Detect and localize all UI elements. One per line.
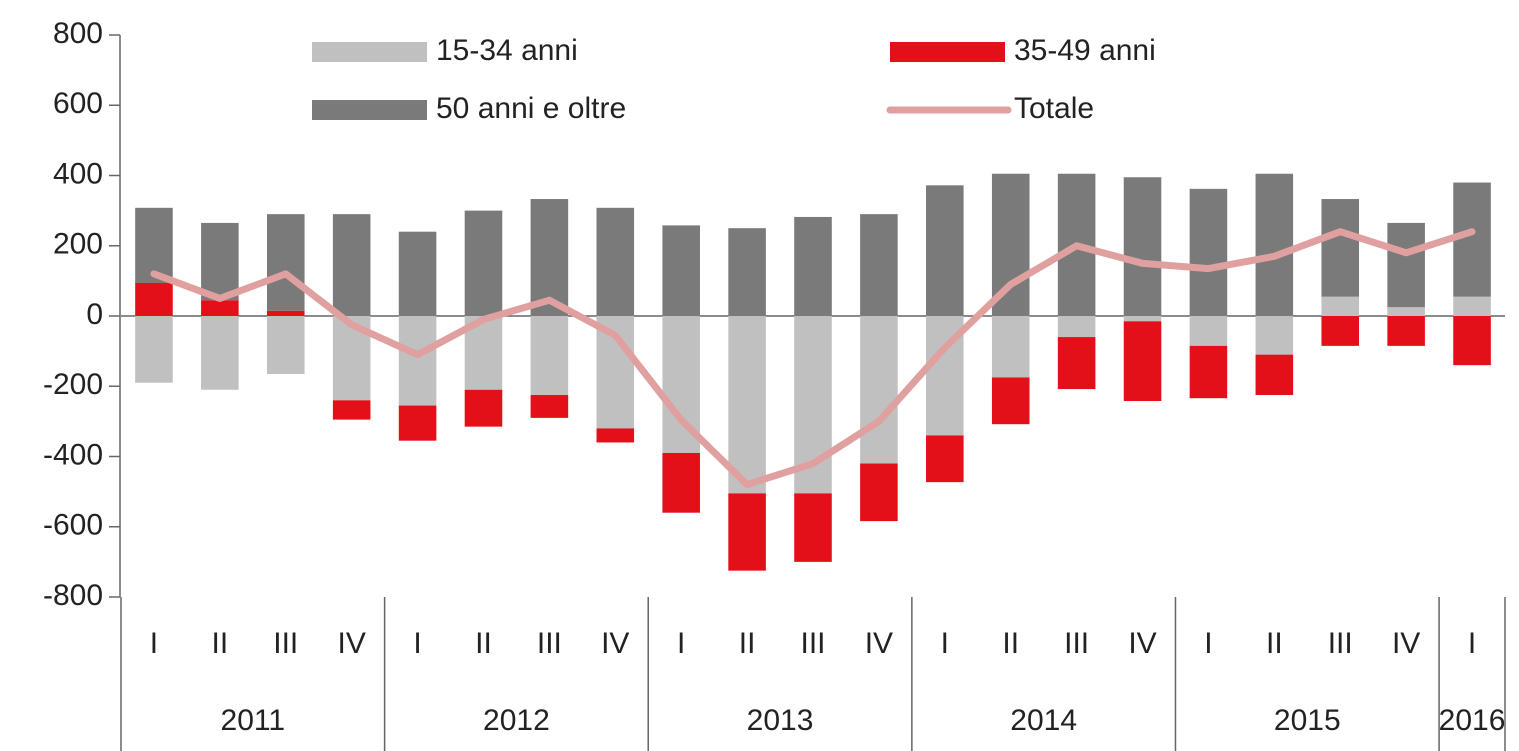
bar <box>991 377 1030 425</box>
bar <box>201 222 239 301</box>
x-tick-label: I <box>941 627 949 660</box>
x-tick-label: III <box>1328 627 1353 660</box>
bar <box>662 452 700 513</box>
x-tick-label: II <box>212 627 229 660</box>
bar <box>926 185 964 316</box>
bar <box>1453 296 1491 316</box>
bar <box>596 428 635 443</box>
bar <box>860 316 898 464</box>
bar <box>1189 188 1228 316</box>
bar <box>530 316 569 396</box>
bar <box>728 316 766 494</box>
x-tick-label: I <box>1468 627 1476 660</box>
bar <box>332 400 371 420</box>
y-tick-label: 400 <box>53 157 103 190</box>
bar <box>398 405 437 441</box>
bar <box>1255 354 1294 396</box>
bar <box>398 231 437 316</box>
legend-swatch <box>312 100 427 120</box>
bar <box>1123 321 1162 402</box>
bar <box>1321 316 1360 346</box>
y-tick-label: 600 <box>53 87 103 120</box>
bar <box>464 389 503 427</box>
bar <box>266 316 305 374</box>
bar <box>662 225 700 316</box>
x-group-label: 2013 <box>747 704 814 737</box>
bar <box>1123 177 1162 316</box>
legend-label: 35-49 anni <box>1014 34 1156 67</box>
y-tick-label: 0 <box>86 298 103 331</box>
y-tick-label: -400 <box>43 438 103 471</box>
bar <box>728 228 766 316</box>
bar <box>398 316 437 406</box>
x-tick-label: III <box>537 627 562 660</box>
bar <box>1255 173 1294 316</box>
x-group-label: 2014 <box>1010 704 1077 737</box>
legend-label: 15-34 anni <box>436 34 578 67</box>
bar <box>1057 337 1096 390</box>
y-tick-label: 800 <box>53 17 103 50</box>
x-tick-label: II <box>1002 627 1019 660</box>
x-group-label: 2012 <box>483 704 550 737</box>
y-tick-label: -800 <box>43 579 103 612</box>
bar <box>1453 316 1491 366</box>
x-tick-label: I <box>677 627 685 660</box>
bar <box>201 316 239 390</box>
x-tick-label: IV <box>1128 627 1156 660</box>
bar <box>860 214 898 316</box>
y-tick-label: 200 <box>53 228 103 261</box>
y-tick-label: -200 <box>43 368 103 401</box>
legend-label: 50 anni e oltre <box>436 92 626 125</box>
x-group-label: 2011 <box>221 704 286 737</box>
bar <box>1387 316 1425 346</box>
x-tick-label: III <box>1064 627 1089 660</box>
bar <box>1255 316 1294 355</box>
bar <box>1057 316 1096 338</box>
x-tick-label: II <box>739 627 756 660</box>
bar <box>1321 296 1360 316</box>
bar <box>530 199 569 316</box>
x-tick-label: IV <box>1392 627 1420 660</box>
x-tick-label: I <box>150 627 158 660</box>
bar <box>1387 222 1425 308</box>
x-tick-label: IV <box>601 627 629 660</box>
line <box>150 228 1476 489</box>
bar <box>1387 307 1425 316</box>
bar <box>266 214 305 311</box>
x-tick-label: IV <box>337 627 365 660</box>
bar <box>794 493 832 562</box>
bar <box>464 210 503 316</box>
legend-swatch <box>890 42 1005 62</box>
bar <box>332 214 371 316</box>
x-tick-label: IV <box>865 627 893 660</box>
bar <box>201 300 239 316</box>
bar <box>1189 345 1228 399</box>
bar <box>135 316 173 383</box>
bar <box>728 493 766 571</box>
x-tick-label: I <box>1204 627 1212 660</box>
bar <box>1123 316 1162 322</box>
bar <box>991 316 1030 378</box>
bar <box>530 395 569 418</box>
y-tick-label: -600 <box>43 509 103 542</box>
bar <box>860 463 898 522</box>
x-tick-label: II <box>475 627 492 660</box>
x-tick-label: III <box>800 627 825 660</box>
bar <box>596 207 635 316</box>
legend-label: Totale <box>1014 92 1094 125</box>
legend-swatch <box>312 42 427 62</box>
x-group-label: 2016 <box>1439 704 1506 737</box>
bar <box>266 310 305 316</box>
bar <box>135 282 173 316</box>
x-group-label: 2015 <box>1274 704 1341 737</box>
bar <box>794 216 832 316</box>
x-tick-label: I <box>413 627 421 660</box>
x-tick-label: II <box>1266 627 1283 660</box>
bar <box>1321 199 1360 297</box>
bar <box>1189 316 1228 346</box>
bar <box>1453 182 1491 297</box>
x-tick-label: III <box>273 627 298 660</box>
bar <box>926 435 964 483</box>
